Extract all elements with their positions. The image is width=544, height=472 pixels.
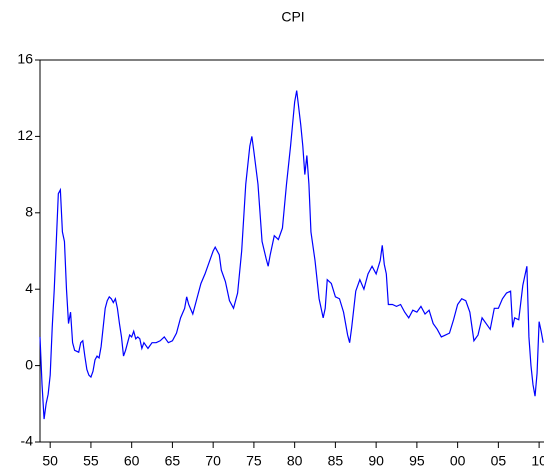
- x-tick-label: 60: [124, 453, 140, 469]
- x-tick-label: 50: [42, 453, 58, 469]
- x-tick-label: 85: [328, 453, 344, 469]
- x-tick-label: 95: [409, 453, 425, 469]
- plot-frame: [39, 59, 544, 443]
- y-tick-label: 4: [25, 280, 33, 296]
- x-tick-label: 55: [83, 453, 99, 469]
- x-tick-label: 10: [531, 453, 544, 469]
- x-tick-label: 80: [287, 453, 303, 469]
- y-tick-label: -4: [21, 433, 34, 449]
- x-tick-label: 65: [165, 453, 181, 469]
- y-tick-label: 0: [25, 356, 33, 372]
- y-tick-label: 8: [25, 204, 33, 220]
- x-tick-label: 70: [205, 453, 221, 469]
- x-tick-label: 90: [368, 453, 384, 469]
- series-line: [39, 90, 544, 420]
- y-tick-label: 12: [17, 127, 33, 143]
- x-tick-label: 75: [246, 453, 262, 469]
- chart-title: CPI: [281, 9, 304, 25]
- y-tick-label: 16: [17, 51, 33, 67]
- x-tick-label: 00: [450, 453, 466, 469]
- x-tick-label: 05: [491, 453, 507, 469]
